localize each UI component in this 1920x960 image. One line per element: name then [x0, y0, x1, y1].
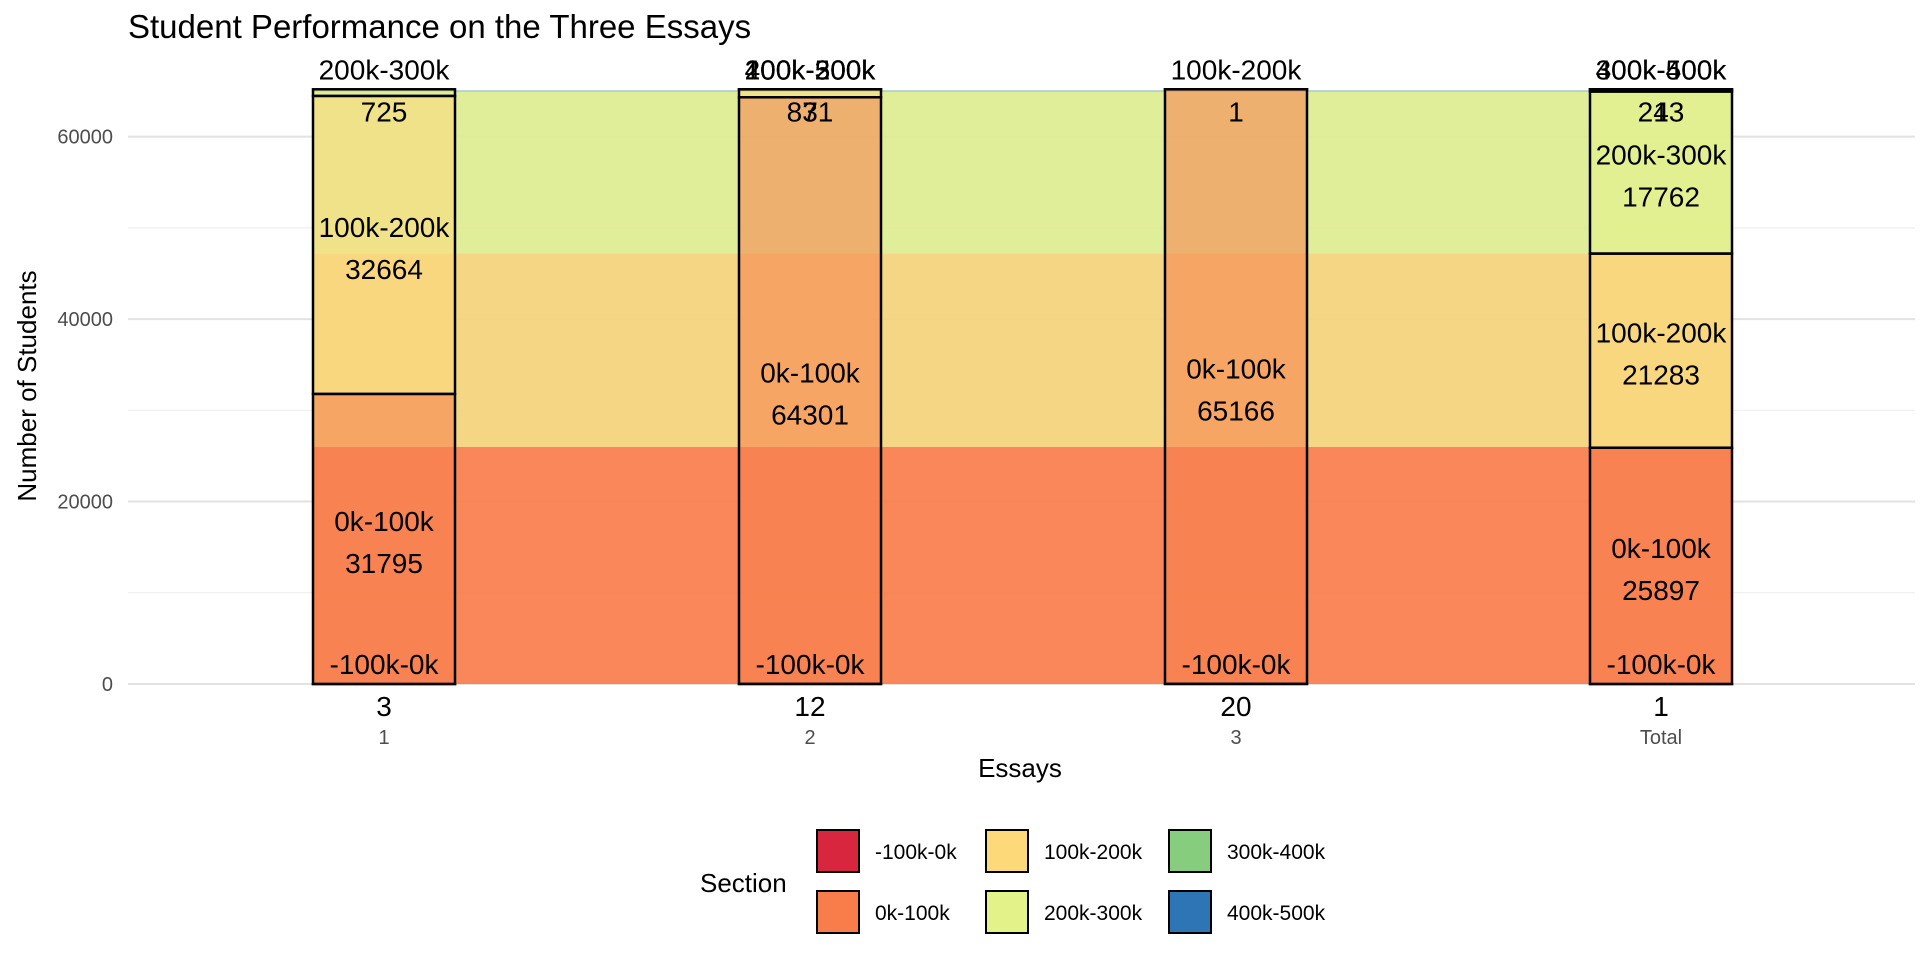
stratum-label: 0k-100k [334, 506, 435, 537]
stratum-count: 31795 [345, 548, 423, 579]
stratum-0k-100k [1163, 88, 1309, 686]
chart-title: Student Performance on the Three Essays [128, 8, 751, 45]
stratum-count: 1 [1653, 691, 1669, 722]
stratum-label: -100k-0k [1607, 649, 1717, 680]
x-tick-label: 2 [804, 727, 815, 749]
y-tick-label: 40000 [57, 309, 113, 331]
stratum-0k-100k [737, 96, 883, 686]
stratum-count: 20 [1220, 691, 1251, 722]
x-tick-label: 1 [378, 727, 389, 749]
stratum-label: 0k-100k [1611, 533, 1712, 564]
stratum-label: -100k-0k [1182, 649, 1292, 680]
stratum-count: 1 [1228, 96, 1244, 127]
legend-label: -100k-0k [875, 841, 957, 864]
stratum-count: 243 [1638, 96, 1685, 127]
stratum-0k-100k [1588, 446, 1734, 686]
y-tick-label: 60000 [57, 127, 113, 149]
stratum-label: 100k-200k [1171, 54, 1303, 85]
y-tick-label: 20000 [57, 492, 113, 514]
stratum-label: 100k-200k [745, 54, 877, 85]
strata-bars: -100k-0k30k-100k31795100k-200k32664200k-… [311, 54, 1734, 722]
legend-swatch-100k-200k [985, 829, 1029, 873]
y-axis: 0 20000 40000 60000 [57, 127, 113, 696]
stratum-label: 200k-300k [319, 54, 451, 85]
legend-label: 200k-300k [1044, 902, 1143, 925]
legend-swatch-400k-500k [1168, 890, 1212, 934]
flow-band-100k-200k [313, 253, 1732, 447]
x-tick-label: 3 [1230, 727, 1241, 749]
legend-swatch-0k-100k [816, 890, 860, 934]
stratum-label: 0k-100k [1186, 354, 1287, 385]
legend-swatch--100k-0k [816, 829, 860, 873]
stratum-count: 21283 [1622, 360, 1700, 391]
stratum-count: 65166 [1197, 396, 1275, 427]
y-axis-title: Number of Students [12, 270, 42, 501]
stratum-count: 3 [802, 96, 818, 127]
stratum-label: 300k-400k [1596, 54, 1728, 85]
legend-label: 100k-200k [1044, 841, 1143, 864]
stratum-200k-300k [311, 88, 457, 98]
stratum-label: 0k-100k [760, 358, 861, 389]
stratum-label: 400k-500k [1596, 54, 1728, 85]
stratum-label: 400k-500k [745, 54, 877, 85]
stratum-label: 200k-300k [745, 54, 877, 85]
legend-label: 300k-400k [1227, 841, 1326, 864]
stratum-0k-100k [311, 392, 457, 686]
stratum-count: 32664 [345, 254, 423, 285]
stratum-100k-200k [311, 94, 457, 396]
stratum-column-Total: -100k-0k 1 0k-100k 25897 100k-200k 21283 200k-… [1588, 54, 1734, 722]
flow-band-200k-300k [313, 91, 1732, 254]
stratum-column-1: -100k-0k 3 0k-100k 31795 100k-200k 32664 200k-… [311, 54, 457, 722]
stratum-count: 25897 [1622, 575, 1700, 606]
y-tick-label: 0 [102, 674, 113, 696]
legend-title: Section [700, 868, 787, 898]
stratum-count: 64301 [771, 400, 849, 431]
legend: Section -100k-0k 0k-100k 100k-200k 200k-300k… [700, 829, 1326, 934]
stratum-100k-200k [1588, 252, 1734, 449]
stratum-count: 3 [376, 691, 392, 722]
stratum-label: 200k-300k [1596, 140, 1728, 171]
legend-label: 0k-100k [875, 902, 950, 925]
stratum-count: 871 [787, 96, 834, 127]
stratum-label: -100k-0k [756, 649, 866, 680]
legend-swatch-300k-400k [1168, 829, 1212, 873]
x-tick-label: Total [1640, 727, 1682, 749]
stratum-column-3: -100k-0k 20 0k-100k 65166 100k-200k 1 [1163, 54, 1309, 722]
stratum-label: 100k-200k [1596, 318, 1728, 349]
stratum-count: 725 [361, 96, 408, 127]
stratum-count: 1 [1653, 96, 1669, 127]
stratum-count: 12 [794, 691, 825, 722]
stratum-label: 100k-200k [319, 212, 451, 243]
flow-bands [313, 90, 1732, 684]
stratum-200k-300k [1588, 90, 1734, 255]
stratum-label: -100k-0k [330, 649, 440, 680]
x-axis-title: Essays [978, 753, 1062, 783]
flow-band--100k-0k [313, 446, 1732, 684]
x-axis: 1 2 3 Total [378, 727, 1682, 749]
legend-label: 400k-500k [1227, 902, 1326, 925]
stratum-count: 17762 [1622, 182, 1700, 213]
stratum-column-2: -100k-0k 12 0k-100k 64301 100k-200k 871 200k-3… [737, 54, 883, 722]
legend-swatch-200k-300k [985, 890, 1029, 934]
